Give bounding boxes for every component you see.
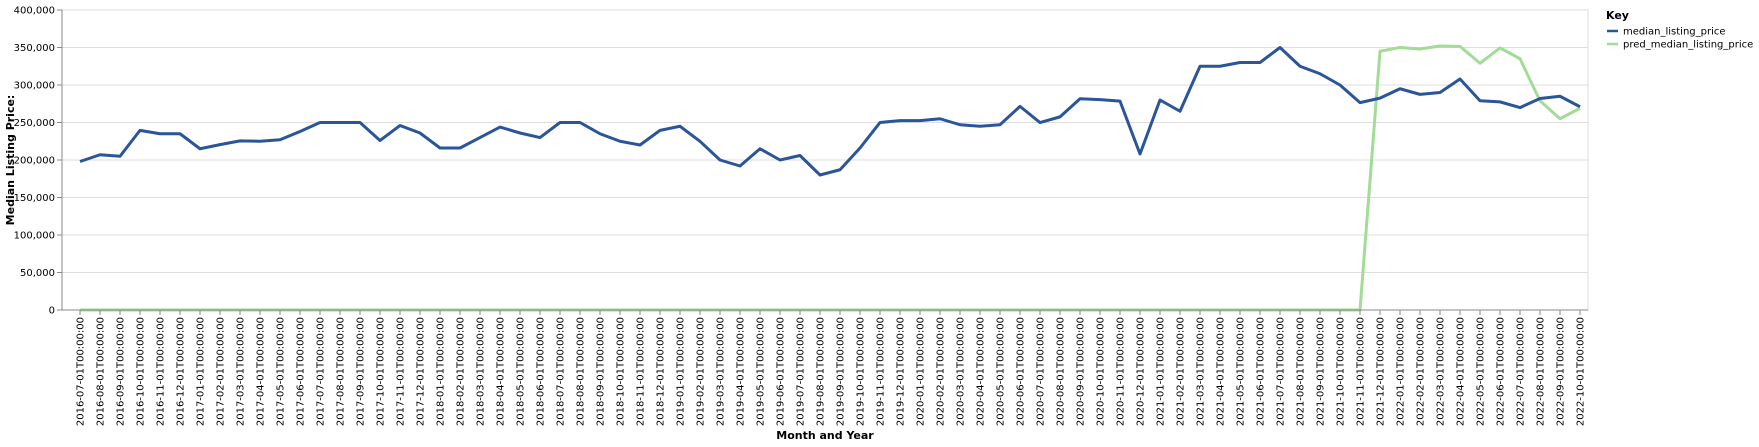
x-tick-label: 2022-08-01T00:00:00 [1536, 317, 1547, 426]
legend-items: median_listing_price pred_median_listing_… [1607, 27, 1753, 51]
x-tick-label: 2016-11-01T00:00:00 [156, 317, 167, 426]
y-tick-label: 150,000 [14, 193, 55, 204]
y-tick-label: 350,000 [14, 43, 55, 54]
y-tick-label: 250,000 [14, 118, 55, 129]
x-tick-label: 2018-12-01T00:00:00 [656, 317, 667, 426]
x-tick-label: 2017-08-01T00:00:00 [336, 317, 347, 426]
x-tick-label: 2022-01-01T00:00:00 [1396, 317, 1407, 426]
x-tick-label: 2021-04-01T00:00:00 [1216, 317, 1227, 426]
x-tick-label: 2016-10-01T00:00:00 [136, 317, 147, 426]
x-tick-label: 2018-06-01T00:00:00 [536, 317, 547, 426]
y-tick-label: 0 [49, 306, 55, 317]
x-tick-label: 2016-12-01T00:00:00 [176, 317, 187, 426]
x-tick-label: 2021-03-01T00:00:00 [1196, 317, 1207, 426]
x-tick-label: 2022-02-01T00:00:00 [1416, 317, 1427, 426]
legend: Key median_listing_price pred_median_list… [1606, 9, 1753, 51]
legend-label: pred_median_listing_price [1623, 40, 1753, 51]
x-tick-label: 2020-12-01T00:00:00 [1136, 317, 1147, 426]
x-tick-label: 2020-04-01T00:00:00 [976, 317, 987, 426]
x-tick-label: 2019-02-01T00:00:00 [696, 317, 707, 426]
x-tick-label: 2017-01-01T00:00:00 [196, 317, 207, 426]
x-tick-label: 2020-08-01T00:00:00 [1056, 317, 1067, 426]
x-tick-label: 2018-08-01T00:00:00 [576, 317, 587, 426]
x-tick-label: 2022-03-01T00:00:00 [1436, 317, 1447, 426]
x-tick-label: 2021-06-01T00:00:00 [1256, 317, 1267, 426]
x-tick-label: 2019-12-01T00:00:00 [896, 317, 907, 426]
x-tick-label: 2021-09-01T00:00:00 [1316, 317, 1327, 426]
x-tick-label: 2019-08-01T00:00:00 [816, 317, 827, 426]
x-tick-label: 2017-05-01T00:00:00 [276, 317, 287, 426]
x-tick-label: 2019-05-01T00:00:00 [756, 317, 767, 426]
x-tick-label: 2017-07-01T00:00:00 [316, 317, 327, 426]
x-tick-label: 2022-07-01T00:00:00 [1516, 317, 1527, 426]
x-tick-label: 2017-04-01T00:00:00 [256, 317, 267, 426]
x-tick-label: 2017-06-01T00:00:00 [296, 317, 307, 426]
x-tick-label: 2020-10-01T00:00:00 [1096, 317, 1107, 426]
x-tick-label: 2020-02-01T00:00:00 [936, 317, 947, 426]
x-tick-label: 2018-07-01T00:00:00 [556, 317, 567, 426]
y-tick-label: 100,000 [14, 231, 55, 242]
x-tick-label: 2016-07-01T00:00:00 [76, 317, 87, 426]
x-tick-label: 2022-10-01T00:00:00 [1576, 317, 1587, 426]
y-axis-ticks: 0 50,000 100,000 150,000 200,000 250,000 300,0… [14, 6, 62, 317]
x-tick-label: 2022-09-01T00:00:00 [1556, 317, 1567, 426]
x-tick-label: 2020-03-01T00:00:00 [956, 317, 967, 426]
gridlines [62, 9, 1588, 311]
x-tick-label: 2018-02-01T00:00:00 [456, 317, 467, 426]
x-tick-label: 2021-12-01T00:00:00 [1376, 317, 1387, 426]
x-tick-label: 2018-09-01T00:00:00 [596, 317, 607, 426]
x-tick-label: 2017-09-01T00:00:00 [356, 317, 367, 426]
x-tick-label: 2022-06-01T00:00:00 [1496, 317, 1507, 426]
y-tick-label: 50,000 [20, 268, 55, 279]
series-lines [79, 44, 1581, 312]
x-tick-label: 2018-04-01T00:00:00 [496, 317, 507, 426]
x-tick-label: 2017-03-01T00:00:00 [236, 317, 247, 426]
x-tick-label: 2020-06-01T00:00:00 [1016, 317, 1027, 426]
x-tick-label: 2018-05-01T00:00:00 [516, 317, 527, 426]
x-tick-label: 2019-01-01T00:00:00 [676, 317, 687, 426]
x-tick-label: 2019-07-01T00:00:00 [796, 317, 807, 426]
x-axis-ticks: 2016-07-01T00:00:00 2016-08-01T00:00:00 20… [76, 310, 1587, 426]
x-tick-label: 2021-10-01T00:00:00 [1336, 317, 1347, 426]
x-tick-label: 2017-02-01T00:00:00 [216, 317, 227, 426]
y-tick-label: 300,000 [14, 81, 55, 92]
x-tick-label: 2022-05-01T00:00:00 [1476, 317, 1487, 426]
x-axis-title: Month and Year [776, 429, 874, 442]
x-tick-label: 2016-09-01T00:00:00 [116, 317, 127, 426]
x-tick-label: 2017-12-01T00:00:00 [416, 317, 427, 426]
x-tick-label: 2019-10-01T00:00:00 [856, 317, 867, 426]
x-tick-label: 2021-05-01T00:00:00 [1236, 317, 1247, 426]
x-tick-label: 2018-11-01T00:00:00 [636, 317, 647, 426]
x-tick-label: 2019-03-01T00:00:00 [716, 317, 727, 426]
x-tick-label: 2018-10-01T00:00:00 [616, 317, 627, 426]
x-tick-label: 2017-10-01T00:00:00 [376, 317, 387, 426]
x-tick-label: 2021-02-01T00:00:00 [1176, 317, 1187, 426]
x-tick-label: 2018-03-01T00:00:00 [476, 317, 487, 426]
x-tick-label: 2021-11-01T00:00:00 [1356, 317, 1367, 426]
y-tick-label: 200,000 [14, 156, 55, 167]
x-tick-label: 2017-11-01T00:00:00 [396, 317, 407, 426]
x-tick-label: 2022-04-01T00:00:00 [1456, 317, 1467, 426]
x-tick-label: 2020-01-01T00:00:00 [916, 317, 927, 426]
x-tick-label: 2021-01-01T00:00:00 [1156, 317, 1167, 426]
legend-label: median_listing_price [1623, 27, 1726, 38]
x-tick-label: 2020-07-01T00:00:00 [1036, 317, 1047, 426]
x-tick-label: 2021-08-01T00:00:00 [1296, 317, 1307, 426]
x-tick-label: 2021-07-01T00:00:00 [1276, 317, 1287, 426]
x-tick-label: 2020-05-01T00:00:00 [996, 317, 1007, 426]
x-tick-label: 2018-01-01T00:00:00 [436, 317, 447, 426]
x-tick-label: 2016-08-01T00:00:00 [96, 317, 107, 426]
x-tick-label: 2020-11-01T00:00:00 [1116, 317, 1127, 426]
series-line-pred-median-listing-price [80, 44, 1581, 312]
series-line-median-listing-price [79, 46, 1581, 177]
x-tick-label: 2020-09-01T00:00:00 [1076, 317, 1087, 426]
legend-title: Key [1606, 9, 1629, 22]
x-tick-label: 2019-11-01T00:00:00 [876, 317, 887, 426]
x-tick-label: 2019-09-01T00:00:00 [836, 317, 847, 426]
y-axis-title: Median Listing Price: [4, 95, 17, 226]
x-tick-label: 2019-04-01T00:00:00 [736, 317, 747, 426]
y-tick-label: 400,000 [14, 6, 55, 17]
x-tick-label: 2019-06-01T00:00:00 [776, 317, 787, 426]
